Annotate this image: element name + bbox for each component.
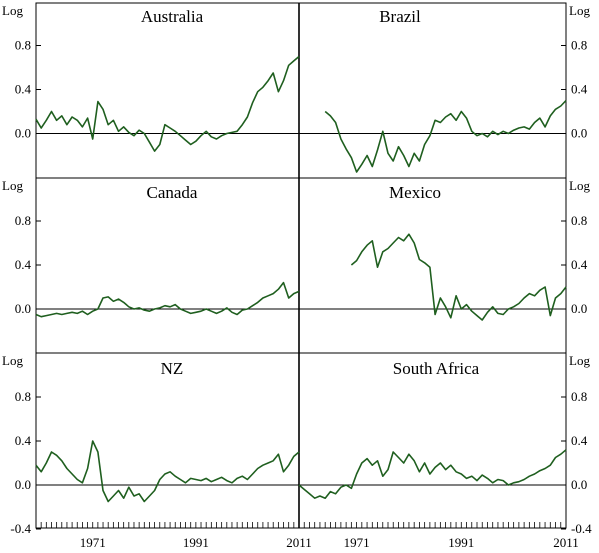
y-tick-label-left: 0.0 <box>15 301 31 316</box>
panel-title: South Africa <box>393 359 480 378</box>
plot-frame <box>35 2 567 529</box>
y-tick-label-left: 0.0 <box>15 126 31 141</box>
unit-label-left: Log <box>2 353 23 368</box>
x-tick-label: 1991 <box>448 535 474 550</box>
y-tick-label-right: 0.0 <box>571 477 587 492</box>
x-tick-label: 1971 <box>344 535 370 550</box>
y-tick-label-right: -0.4 <box>571 521 592 536</box>
x-tick-label: 2011 <box>553 535 579 550</box>
y-tick-label-left: 0.4 <box>15 257 32 272</box>
y-tick-label-left: 0.8 <box>15 213 31 228</box>
panel-title: Australia <box>141 7 204 26</box>
panel-title: Mexico <box>389 183 441 202</box>
unit-label-left: Log <box>2 178 23 193</box>
y-tick-label-left: -0.4 <box>10 521 31 536</box>
y-tick-label-right: 0.4 <box>571 82 588 97</box>
y-tick-label-right: 0.0 <box>571 301 587 316</box>
unit-label-right: Log <box>569 3 590 18</box>
y-tick-label-right: 0.4 <box>571 257 588 272</box>
unit-label-right: Log <box>569 178 590 193</box>
series-line-australia <box>35 55 300 152</box>
y-tick-label-right: 0.8 <box>571 38 587 53</box>
x-tick-label: 1971 <box>80 535 106 550</box>
panel-title: Canada <box>147 183 198 202</box>
x-tick-label: 2011 <box>286 535 312 550</box>
y-tick-label-right: 0.8 <box>571 213 587 228</box>
y-tick-label-right: 0.8 <box>571 389 587 404</box>
y-tick-label-left: 0.4 <box>15 433 32 448</box>
series-line-brazil <box>324 99 567 173</box>
y-tick-label-right: 0.4 <box>571 433 588 448</box>
y-tick-label-right: 0.0 <box>571 126 587 141</box>
panel-title: Brazil <box>379 7 421 26</box>
series-line-nz <box>35 440 300 503</box>
x-tick-label: 1991 <box>183 535 209 550</box>
series-line-south-africa <box>298 449 567 499</box>
unit-label-left: Log <box>2 3 23 18</box>
y-tick-label-left: 0.8 <box>15 389 31 404</box>
unit-label-right: Log <box>569 353 590 368</box>
series-line-canada <box>35 281 300 318</box>
y-tick-label-left: 0.8 <box>15 38 31 53</box>
panel-title: NZ <box>161 359 184 378</box>
y-tick-label-left: 0.4 <box>15 82 32 97</box>
series-line-mexico <box>350 233 567 321</box>
y-tick-label-left: 0.0 <box>15 477 31 492</box>
